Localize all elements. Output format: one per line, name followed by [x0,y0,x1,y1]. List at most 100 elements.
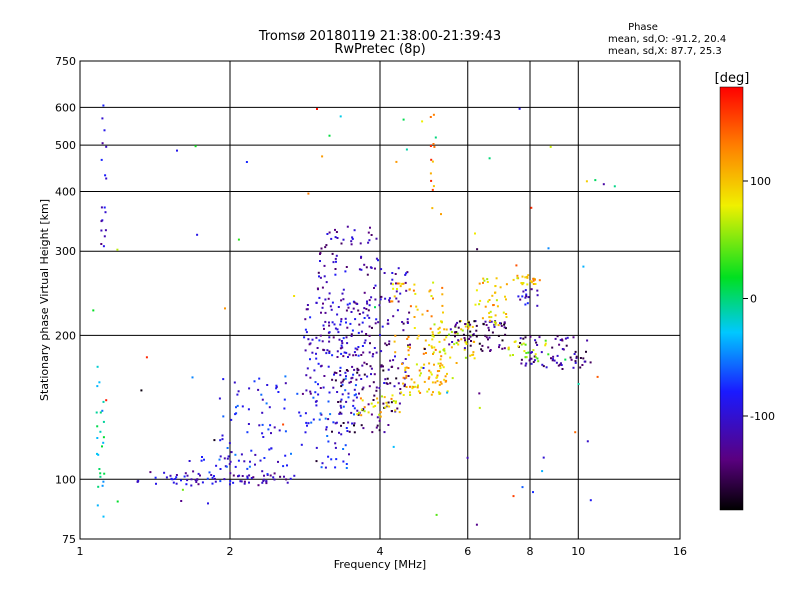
data-point [478,392,481,395]
data-point [379,334,381,337]
data-point [429,371,432,374]
data-point [375,237,378,240]
data-point [385,344,388,347]
data-point [101,117,104,120]
data-point [488,299,491,301]
data-point [318,275,320,278]
data-point [445,336,448,339]
data-point [402,376,405,379]
data-point [509,354,512,357]
data-point [443,338,446,341]
data-point [371,355,374,358]
data-point [461,329,464,332]
data-point [395,377,398,380]
data-point [495,299,498,302]
data-point [419,391,422,394]
data-point [356,371,359,374]
data-point [478,342,481,345]
data-point [254,463,256,466]
data-point [96,437,99,439]
data-point [245,161,248,163]
data-point [436,374,439,377]
data-point [480,348,483,351]
data-point [273,426,276,429]
data-point [437,362,440,365]
data-point [355,393,357,396]
data-point [397,300,400,303]
data-point [521,486,524,489]
data-point [432,351,435,354]
data-point [196,478,199,481]
data-point [343,351,346,354]
data-point [305,331,308,334]
data-point [556,335,559,338]
data-point [353,351,356,354]
data-point [555,361,558,364]
y-tick-label: 400 [55,185,76,198]
data-point [382,365,384,368]
data-point [443,378,446,381]
data-point [334,327,337,330]
data-point [357,354,360,357]
data-point [413,283,416,286]
data-point [371,326,373,329]
data-point [542,365,545,368]
data-point [409,385,411,388]
data-point [403,385,406,388]
data-point [337,401,340,403]
data-point [328,352,331,354]
data-point [383,431,386,434]
data-point [261,481,264,484]
data-point [362,311,365,314]
data-point [338,338,341,341]
data-point [505,313,508,315]
data-point [503,321,506,324]
data-point [402,282,405,285]
data-point [228,463,231,465]
data-point [362,408,365,410]
data-point [350,243,353,246]
data-point [373,373,376,376]
data-point [341,342,344,345]
data-point [384,342,387,345]
data-point [163,471,166,474]
data-point [572,366,575,369]
data-point [307,192,310,195]
data-point [440,382,443,385]
data-point [325,428,328,431]
data-point [445,328,448,331]
data-point [116,500,119,503]
data-point [319,276,322,279]
data-point [415,305,418,308]
data-point [397,382,400,385]
data-point [235,412,238,415]
data-point [237,238,240,241]
data-point [340,412,343,415]
data-point [314,381,317,384]
data-point [324,246,327,249]
data-point [430,315,433,318]
data-point [389,382,392,385]
data-point [423,348,426,350]
data-point [431,207,434,210]
data-point [355,396,358,399]
data-point [149,471,152,474]
data-point [316,347,319,349]
data-point [307,422,310,425]
data-point [323,264,326,267]
data-point [184,472,187,475]
data-point [491,331,494,334]
data-point [404,281,407,284]
data-point [410,378,413,381]
data-point [499,286,502,289]
data-point [554,337,557,340]
data-point [116,248,119,251]
data-point [331,430,333,433]
data-points [92,104,616,526]
data-point [229,460,232,463]
data-point [346,303,349,306]
data-point [457,343,460,346]
data-point [102,436,105,439]
data-point [350,240,353,243]
data-point [489,349,492,351]
